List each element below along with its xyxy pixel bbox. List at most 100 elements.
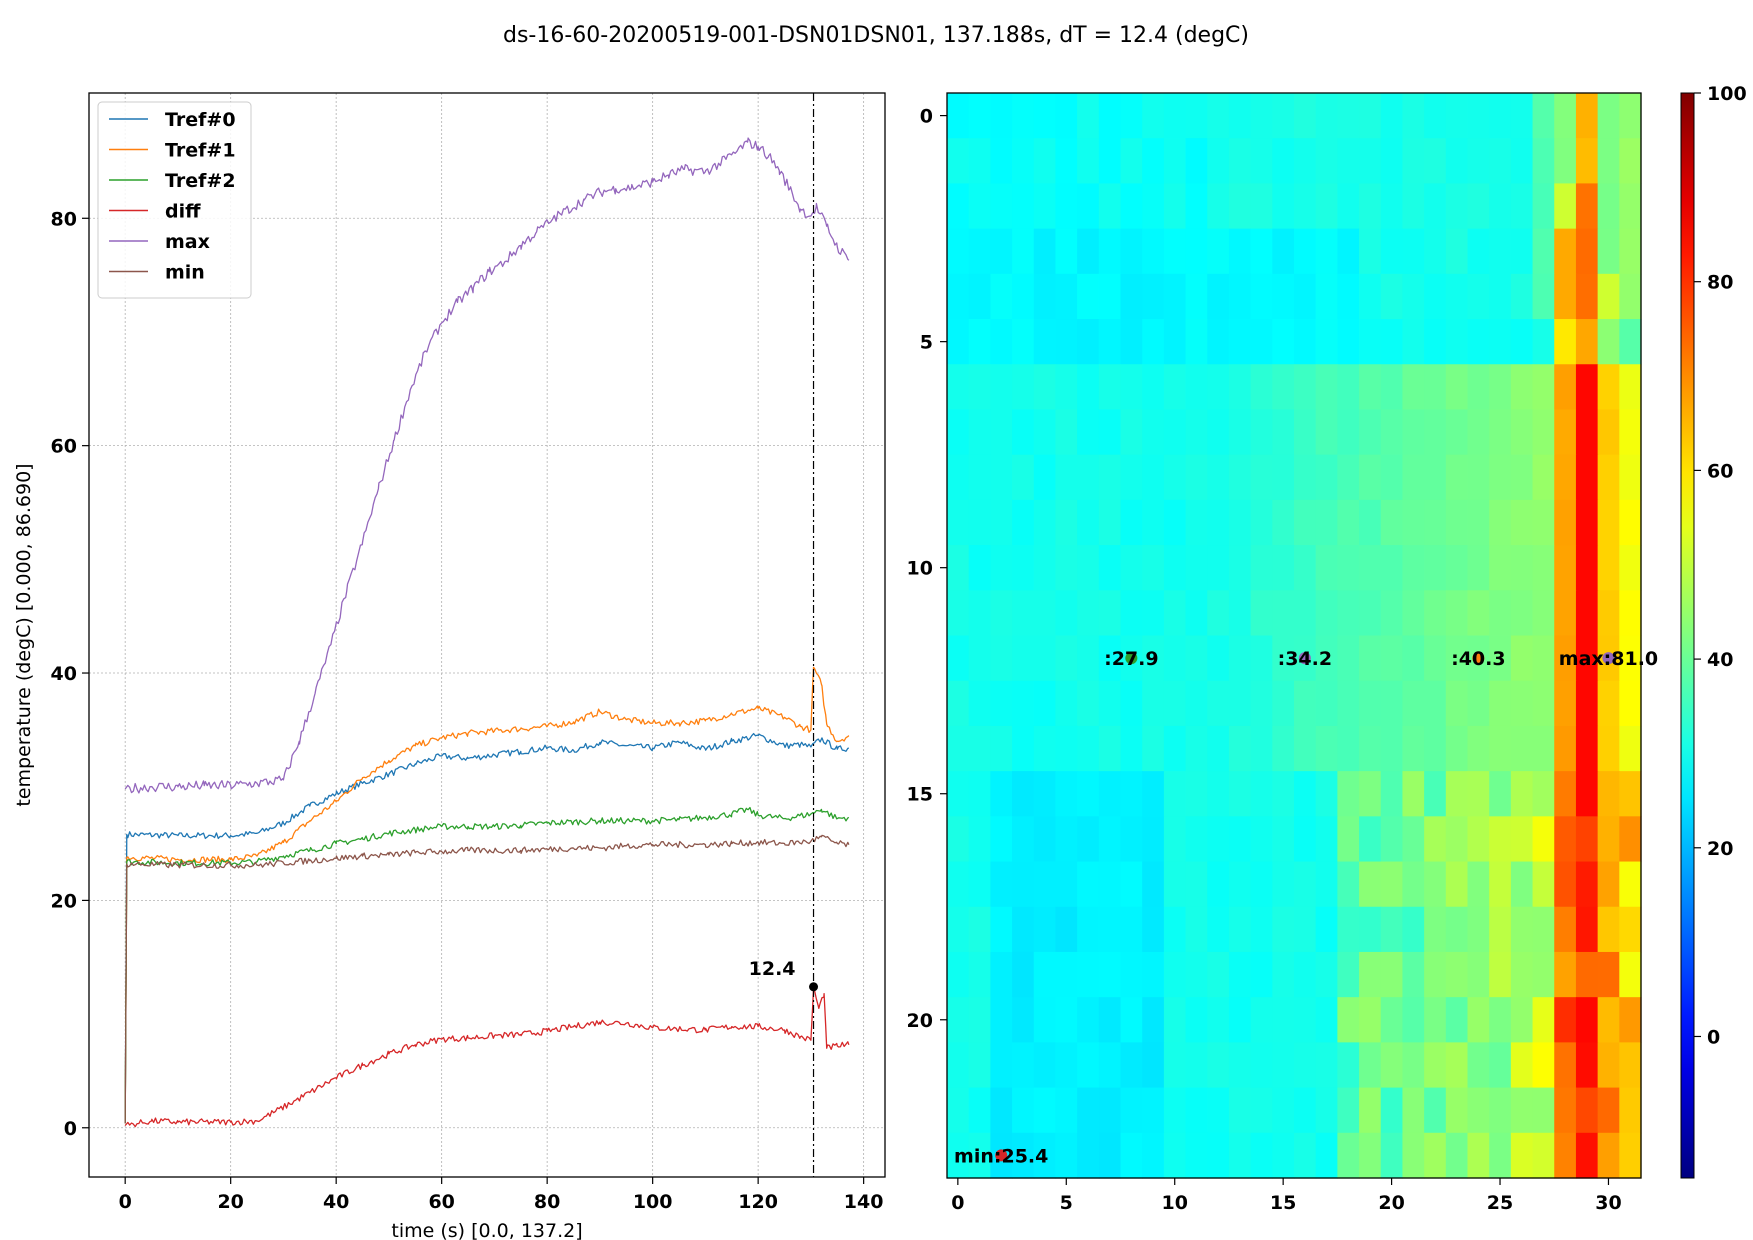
heatmap-cell <box>1554 590 1577 637</box>
heatmap-cell <box>1424 816 1447 863</box>
heatmap-cell <box>1163 273 1187 320</box>
heatmap-cell <box>1337 635 1360 682</box>
heatmap-cell <box>1489 499 1512 546</box>
heatmap-cell <box>1619 725 1642 772</box>
heatmap-y-tick-label: 20 <box>907 1010 933 1032</box>
diff-marker-label: 12.4 <box>749 958 796 980</box>
heatmap-cell <box>1228 454 1252 501</box>
heatmap-cell <box>1554 816 1577 863</box>
heatmap-cell <box>1098 1087 1122 1134</box>
heatmap-cell <box>1445 816 1469 863</box>
heatmap-cell <box>1055 680 1078 727</box>
heatmap-cell <box>1532 364 1555 411</box>
heatmap-cell <box>990 635 1013 682</box>
heatmap-x-tick-label: 20 <box>1378 1192 1404 1214</box>
heatmap-cell <box>1272 93 1295 139</box>
diff-marker-point <box>809 982 819 992</box>
heatmap-cell <box>1597 364 1620 411</box>
heatmap-cell <box>1142 364 1165 411</box>
heatmap-cell <box>1510 1087 1534 1134</box>
heatmap-cell <box>1554 409 1577 456</box>
heatmap-cell <box>1510 680 1534 727</box>
heatmap-cell <box>1424 499 1447 546</box>
heatmap-cell <box>1163 138 1187 185</box>
heatmap-cell <box>1228 228 1252 275</box>
heatmap-cell <box>1163 454 1187 501</box>
heatmap-cell <box>1055 319 1078 365</box>
heatmap-cell <box>968 273 991 320</box>
heatmap-cell <box>1033 997 1057 1043</box>
heatmap-cell <box>1575 590 1599 637</box>
heatmap-cell <box>1055 997 1078 1043</box>
legend-box <box>97 101 252 299</box>
heatmap-cell <box>1207 183 1230 230</box>
heatmap-cell <box>1272 997 1295 1043</box>
heatmap-cell <box>1207 1087 1230 1134</box>
heatmap-cell <box>1532 138 1555 185</box>
heatmap-cell <box>1315 590 1338 637</box>
heatmap-cell <box>1185 409 1208 456</box>
heatmap-cell <box>1185 635 1208 682</box>
heatmap-cell <box>1142 997 1165 1043</box>
heatmap-cell <box>1250 1132 1273 1179</box>
heatmap-cell <box>990 590 1013 637</box>
legend-label: min <box>165 262 205 284</box>
heatmap-cell <box>1120 499 1143 546</box>
heatmap-cell <box>1424 138 1447 185</box>
heatmap-cell <box>1380 1132 1404 1179</box>
heatmap-cell <box>1532 183 1555 230</box>
heatmap-cell <box>1380 228 1404 275</box>
heatmap-cell <box>1337 725 1360 772</box>
heatmap-cell <box>1510 1132 1534 1179</box>
heatmap-cell <box>1359 138 1382 185</box>
heatmap-cell <box>990 273 1013 320</box>
heatmap-cell <box>1120 409 1143 456</box>
heatmap-cell <box>1489 454 1512 501</box>
heatmap-cell <box>1575 725 1599 772</box>
heatmap-cell <box>1510 771 1534 817</box>
heatmap-cell <box>1033 228 1057 275</box>
heatmap-cell <box>1445 319 1469 365</box>
heatmap-cell <box>968 861 991 908</box>
heatmap-cell <box>990 861 1013 908</box>
heatmap-cell <box>1337 997 1360 1043</box>
heatmap-cell <box>1359 861 1382 908</box>
heatmap-cell <box>947 409 970 456</box>
heatmap-cell <box>1033 861 1057 908</box>
heatmap-cell <box>1337 906 1360 953</box>
heatmap-cell <box>1142 409 1165 456</box>
heatmap-cell <box>1619 454 1642 501</box>
heatmap-cell <box>1597 725 1620 772</box>
heatmap-cell <box>947 138 970 185</box>
heatmap-cell <box>1424 1087 1447 1134</box>
heatmap-cell <box>1120 228 1143 275</box>
heatmap-cell <box>1098 409 1122 456</box>
heatmap-cell <box>1185 364 1208 411</box>
heatmap-cell <box>1120 680 1143 727</box>
heatmap-cell <box>1489 816 1512 863</box>
heatmap-cell <box>1163 409 1187 456</box>
heatmap-annotation-label: min:25.4 <box>954 1145 1048 1167</box>
heatmap-cell <box>1489 590 1512 637</box>
heatmap-cell <box>1402 635 1425 682</box>
heatmap-cell <box>1402 906 1425 953</box>
heatmap-annotation-marker <box>1298 652 1311 665</box>
heatmap-cell <box>1619 816 1642 863</box>
series-line-min <box>124 834 850 1124</box>
heatmap-cell <box>1163 93 1187 139</box>
heatmap-cell <box>1424 1132 1447 1179</box>
heatmap-cell <box>1120 1042 1143 1089</box>
heatmap-cell <box>1294 319 1317 365</box>
heatmap-x-tick-label: 0 <box>951 1192 964 1214</box>
heatmap-cell <box>1554 771 1577 817</box>
heatmap-cell <box>1445 635 1469 682</box>
heatmap-cell <box>1597 409 1620 456</box>
heatmap-cell <box>1315 183 1338 230</box>
heatmap-cell <box>1489 1132 1512 1179</box>
heatmap-cell <box>1142 183 1165 230</box>
heatmap-plot: 0 5 10 15 20 25 30 0 5 10 15 20 min:25.4:27.9:34.2:… <box>907 92 1658 1214</box>
heatmap-cell <box>1510 138 1534 185</box>
heatmap-cell <box>1315 680 1338 727</box>
heatmap-cell <box>968 364 991 411</box>
heatmap-cell <box>1185 1132 1208 1179</box>
